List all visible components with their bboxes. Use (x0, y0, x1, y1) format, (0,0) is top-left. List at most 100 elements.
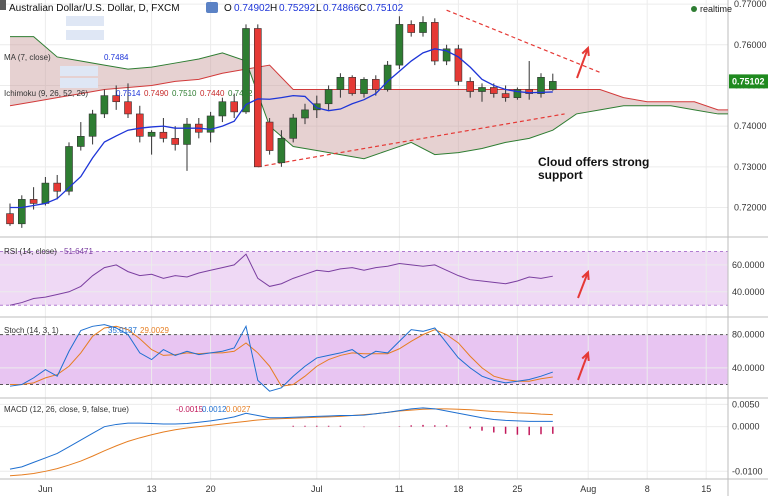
candle-body-27 (324, 89, 333, 105)
ichimoku-value-1: 0.7514 (116, 89, 141, 98)
toggle-row-1[interactable] (66, 16, 104, 26)
ohlc-l-label: L (316, 3, 322, 14)
candle-body-37 (442, 48, 451, 62)
ichimoku-value-4: 0.7440 (200, 89, 225, 98)
stoch-d-value: 29.0029 (140, 326, 169, 335)
macd-hist-value: -0.0015 (176, 405, 204, 414)
candle-body-0 (6, 213, 14, 225)
price-tick-label-0: 0.72000 (734, 203, 767, 213)
candle-body-26 (312, 103, 321, 111)
candle-body-21 (254, 28, 262, 168)
toggle-row-3[interactable] (60, 66, 98, 76)
candle-body-42 (501, 93, 510, 98)
x-tick-label-2: 20 (206, 484, 216, 494)
macd-series (9, 407, 554, 477)
candle-body-14 (171, 138, 179, 145)
arrow-price-shaft (576, 47, 589, 79)
x-tick-label-3: Jul (311, 484, 323, 494)
price-tick-label-5: 0.77000 (734, 0, 767, 9)
macd-line-value: 0.0012 (202, 405, 227, 414)
rsi-legend-value: 51.6471 (64, 247, 93, 256)
candle-body-25 (301, 109, 309, 119)
rsi-tick-label-0: 40.0000 (732, 287, 765, 297)
candle-body-35 (419, 22, 427, 33)
macd-signal-value: 0.0027 (226, 405, 251, 414)
stoch-k-value: 35.0137 (108, 326, 137, 335)
toggle-row-4[interactable] (60, 78, 98, 88)
x-tick-label-9: 15 (701, 484, 711, 494)
arrow-price-head (581, 45, 590, 57)
stoch-legend: Stoch (14, 3, 1) (4, 326, 59, 335)
candle-body-23 (277, 138, 286, 164)
stoch-tick-label-1: 80.0000 (732, 330, 765, 340)
candle-body-40 (478, 87, 486, 92)
rsi-tick-label-1: 60.0000 (732, 260, 765, 270)
x-tick-label-8: 8 (645, 484, 650, 494)
candle-body-7 (88, 113, 97, 137)
trendlines (257, 9, 601, 168)
candle-body-46 (548, 81, 557, 90)
arrow-rsi-shaft (577, 271, 589, 299)
candle-body-2 (29, 199, 38, 204)
ichimoku-value-5: 0.7432 (228, 89, 253, 98)
macd-tick-label-2: 0.0050 (732, 399, 760, 409)
candle-body-38 (454, 48, 463, 82)
candle-body-44 (525, 89, 534, 94)
arrow-stoch-shaft (577, 352, 589, 381)
macd-tick-label-0: -0.0100 (732, 466, 763, 476)
candle-body-9 (112, 95, 120, 103)
ohlc-l-value: 0.74866 (323, 3, 360, 14)
candle-body-10 (124, 101, 132, 115)
candle-body-13 (159, 131, 168, 139)
ichimoku-value-2: 0.7490 (144, 89, 169, 98)
macd-legend: MACD (12, 26, close, 9, false, true) (4, 405, 129, 414)
main-panel-bg (0, 0, 728, 236)
candle-body-29 (348, 77, 357, 94)
stoch-k-polyline (9, 324, 553, 392)
stoch-band (0, 334, 728, 385)
stoch-series (9, 324, 553, 392)
ma-line (10, 48, 553, 209)
candle-body-30 (360, 79, 368, 94)
x-tick-label-0: Jun (38, 484, 53, 494)
candle-body-33 (395, 24, 404, 66)
price-tick-label-1: 0.73000 (734, 162, 767, 172)
x-tick-label-5: 18 (453, 484, 463, 494)
ohlc-h-value: 0.75292 (279, 3, 316, 14)
candle-body-3 (41, 182, 50, 204)
eye-icon[interactable] (206, 2, 218, 13)
candle-body-1 (17, 199, 26, 225)
candlesticks (6, 16, 557, 228)
realtime-dot-icon (691, 6, 697, 12)
ohlc-o-value: 0.74902 (234, 3, 271, 14)
candle-body-31 (371, 79, 380, 90)
ma-legend-value: 0.7484 (104, 53, 129, 62)
candle-body-45 (537, 77, 545, 94)
macd-tick-label-1: 0.0000 (732, 422, 760, 432)
trendline-0 (257, 113, 565, 168)
arrow-stoch-head (581, 350, 590, 362)
candle-body-32 (383, 64, 392, 90)
realtime-label: realtime (700, 4, 732, 14)
candle-body-41 (489, 87, 498, 94)
candle-body-20 (242, 28, 250, 113)
price-badge-label: 0.75102 (732, 76, 765, 86)
candle-body-8 (100, 95, 109, 115)
price-tick-label-4: 0.76000 (734, 40, 767, 50)
x-tick-label-1: 13 (147, 484, 157, 494)
candle-body-19 (230, 101, 238, 113)
x-tick-label-7: Aug (580, 484, 596, 494)
red-arrows (576, 45, 590, 381)
chart-title: Australian Dollar/U.S. Dollar, D, FXCM (9, 3, 180, 14)
ma-legend: MA (7, close) (4, 53, 51, 62)
candle-body-17 (206, 115, 215, 133)
macd-signal-polyline (9, 408, 553, 477)
stoch-d-polyline (10, 325, 553, 387)
ohlc-h-label: H (270, 3, 277, 14)
toggle-row-2[interactable] (66, 30, 104, 40)
price-badge: 0.75102 (729, 74, 768, 89)
rsi-legend: RSI (14, close) (4, 247, 57, 256)
candle-body-6 (77, 136, 85, 147)
